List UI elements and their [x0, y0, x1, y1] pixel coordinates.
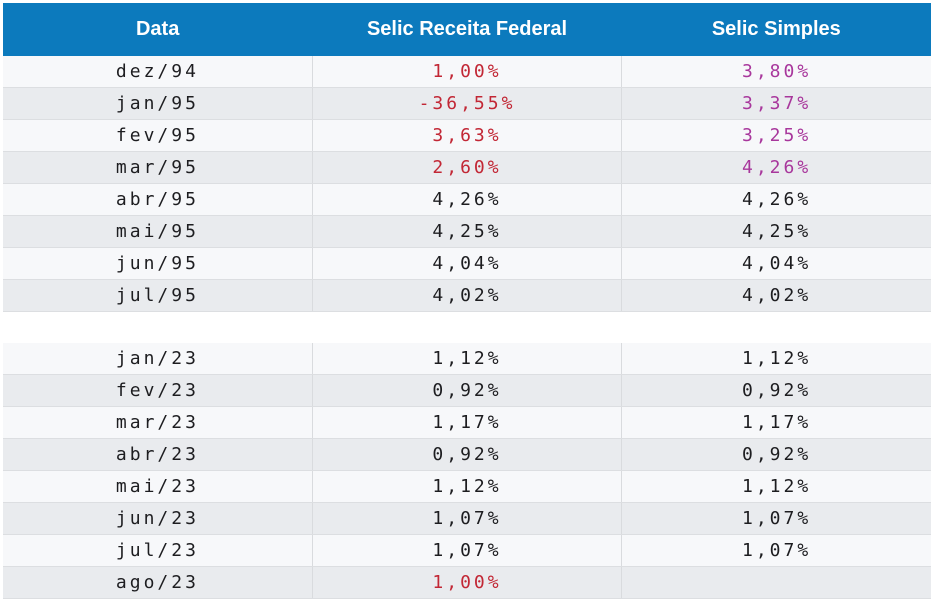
table-row: abr/95 4,26% 4,26% [3, 183, 931, 216]
table-row: jan/23 1,12% 1,12% [3, 343, 931, 375]
table-row: jun/23 1,07% 1,07% [3, 502, 931, 535]
receita-federal-cell: 0,92% [311, 374, 622, 407]
column-header-selic-simples: Selic Simples [621, 3, 931, 56]
date-cell: jun/95 [3, 247, 313, 280]
table-row: fev/95 3,63% 3,25% [3, 119, 931, 152]
table-row: jul/23 1,07% 1,07% [3, 534, 931, 567]
receita-federal-cell: 1,17% [311, 406, 622, 439]
date-cell: mar/23 [3, 406, 313, 439]
selic-simples-cell: 3,37% [621, 87, 931, 120]
selic-simples-cell: 4,02% [621, 279, 931, 312]
selic-simples-cell: 1,07% [621, 502, 931, 535]
date-cell: jul/95 [3, 279, 313, 312]
column-header-data: Data [3, 3, 313, 56]
receita-federal-cell: 1,00% [311, 56, 622, 88]
table-row: dez/94 1,00% 3,80% [3, 56, 931, 88]
date-cell: dez/94 [3, 56, 313, 88]
header-row: Data Selic Receita Federal Selic Simples [3, 3, 931, 56]
receita-federal-cell: 4,25% [311, 215, 622, 248]
selic-simples-cell: 4,26% [621, 183, 931, 216]
selic-table: Data Selic Receita Federal Selic Simples… [3, 3, 931, 599]
date-cell: jun/23 [3, 502, 313, 535]
receita-federal-cell: 1,07% [311, 534, 622, 567]
table-row: ago/23 1,00% [3, 566, 931, 599]
column-header-selic-receita-federal: Selic Receita Federal [312, 3, 622, 56]
receita-federal-cell: -36,55% [311, 87, 622, 120]
date-cell: jul/23 [3, 534, 313, 567]
date-cell: mai/23 [3, 470, 313, 503]
selic-simples-cell [621, 566, 931, 599]
receita-federal-cell: 4,26% [311, 183, 622, 216]
date-cell: jan/23 [3, 343, 313, 375]
table-row: fev/23 0,92% 0,92% [3, 374, 931, 407]
date-cell: fev/95 [3, 119, 313, 152]
receita-federal-cell: 4,02% [311, 279, 622, 312]
receita-federal-cell: 4,04% [311, 247, 622, 280]
selic-simples-cell: 3,80% [621, 56, 931, 88]
selic-simples-cell: 4,25% [621, 215, 931, 248]
receita-federal-cell: 1,12% [311, 343, 622, 375]
selic-simples-cell: 1,12% [621, 343, 931, 375]
receita-federal-cell: 3,63% [311, 119, 622, 152]
receita-federal-cell: 1,00% [311, 566, 622, 599]
selic-simples-cell: 0,92% [621, 438, 931, 471]
receita-federal-cell: 2,60% [311, 151, 622, 184]
selic-simples-cell: 1,12% [621, 470, 931, 503]
table-row: jan/95 -36,55% 3,37% [3, 87, 931, 120]
selic-simples-cell: 3,25% [621, 119, 931, 152]
date-cell: abr/95 [3, 183, 313, 216]
table-row: mai/95 4,25% 4,25% [3, 215, 931, 248]
date-cell: fev/23 [3, 374, 313, 407]
date-cell: abr/23 [3, 438, 313, 471]
selic-simples-cell: 1,17% [621, 406, 931, 439]
selic-simples-cell: 4,26% [621, 151, 931, 184]
receita-federal-cell: 0,92% [311, 438, 622, 471]
section-gap [3, 311, 931, 343]
table-row: jun/95 4,04% 4,04% [3, 247, 931, 280]
date-cell: jan/95 [3, 87, 313, 120]
selic-simples-cell: 1,07% [621, 534, 931, 567]
table-row: jul/95 4,02% 4,02% [3, 279, 931, 312]
date-cell: ago/23 [3, 566, 313, 599]
table-row: abr/23 0,92% 0,92% [3, 438, 931, 471]
selic-simples-cell: 0,92% [621, 374, 931, 407]
receita-federal-cell: 1,07% [311, 502, 622, 535]
table-row: mar/95 2,60% 4,26% [3, 151, 931, 184]
date-cell: mai/95 [3, 215, 313, 248]
selic-simples-cell: 4,04% [621, 247, 931, 280]
table-row: mai/23 1,12% 1,12% [3, 470, 931, 503]
section-gap-cell [3, 311, 931, 343]
date-cell: mar/95 [3, 151, 313, 184]
receita-federal-cell: 1,12% [311, 470, 622, 503]
table-row: mar/23 1,17% 1,17% [3, 406, 931, 439]
